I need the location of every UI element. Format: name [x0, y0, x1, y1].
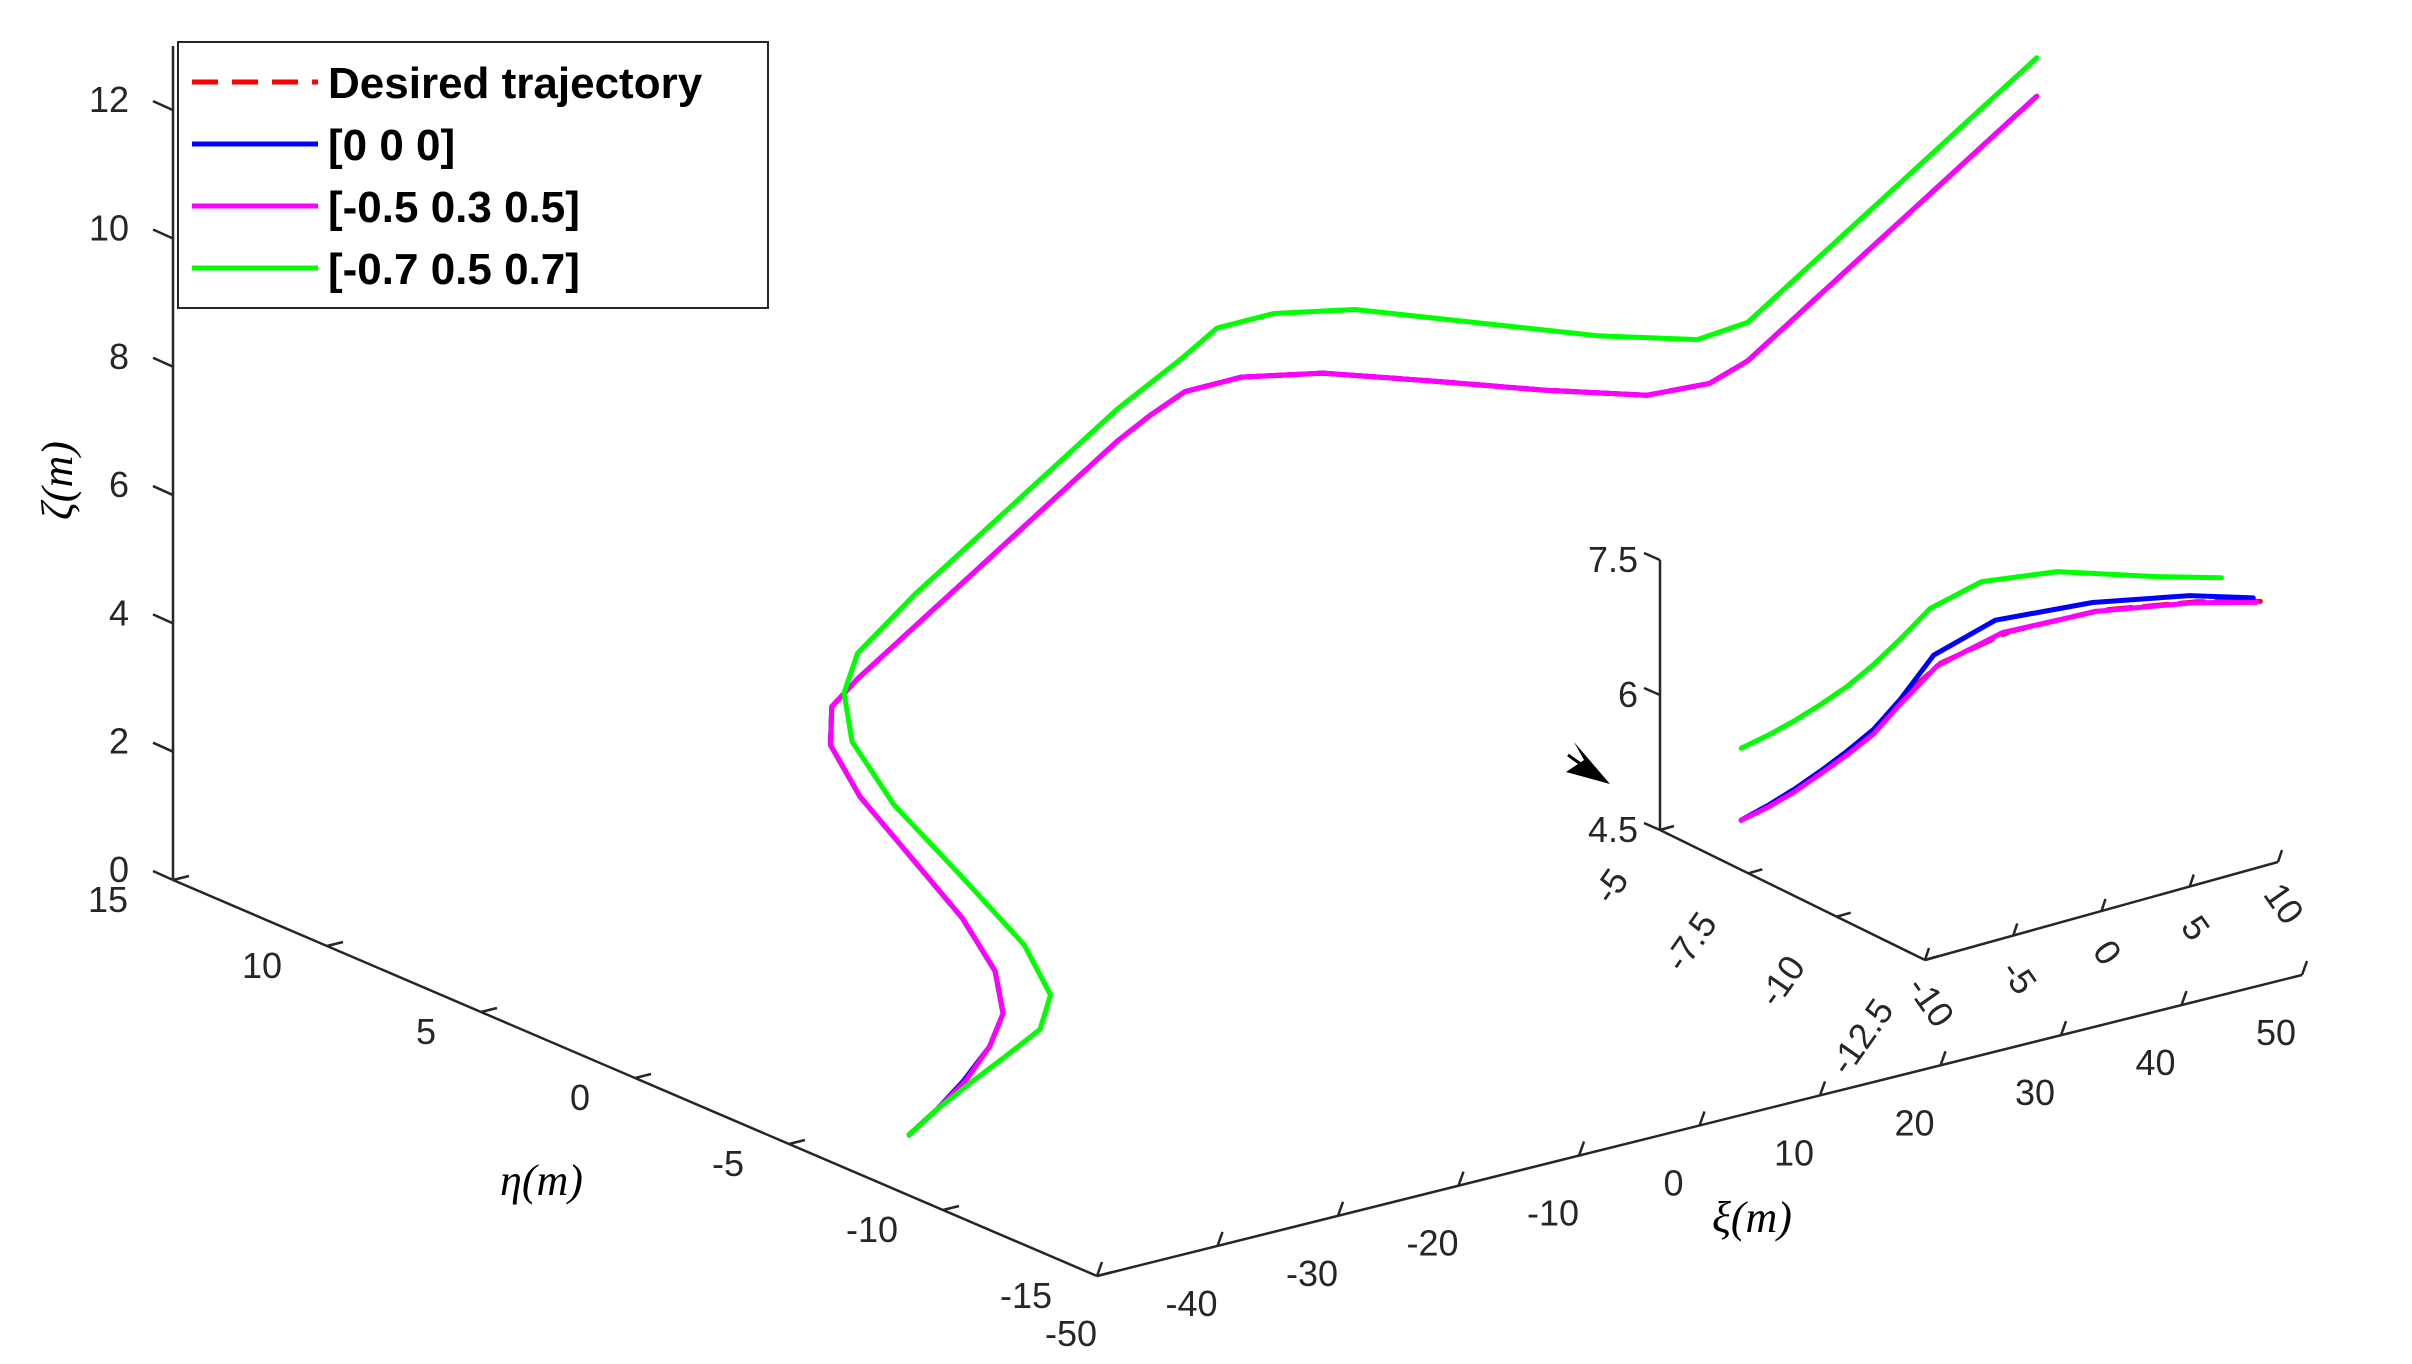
- legend-label: [0 0 0]: [328, 121, 455, 170]
- x-tick-label: -40: [1165, 1283, 1217, 1324]
- x-tick-label: 0: [1663, 1163, 1683, 1204]
- y-tick-label: 10: [242, 945, 282, 986]
- inset-y-tick-mark: [1659, 824, 1675, 832]
- inset-series: [1738, 569, 2263, 823]
- z-axis-symbol: ζ(m): [33, 441, 82, 520]
- x-axis-symbol: ξ(m): [1712, 1193, 1792, 1242]
- z-tick-label: 4: [109, 592, 129, 633]
- inset-y-tick-mark: [1836, 911, 1852, 918]
- y-tick-label: -15: [1000, 1275, 1052, 1316]
- x-tick-mark: [2180, 990, 2188, 1006]
- x-tick-mark: [1336, 1201, 1345, 1217]
- y-tick-label: 0: [570, 1077, 590, 1118]
- x-tick-mark: [1818, 1080, 1827, 1096]
- z-tick-label: 0: [109, 849, 129, 890]
- z-tick-label: 8: [109, 336, 129, 377]
- inset-z-tick-label: 4.5: [1588, 809, 1638, 850]
- inset-z-tick-label: 6: [1618, 674, 1638, 715]
- x-tick-mark: [1698, 1111, 1706, 1126]
- z-ticks: 0 2 4 6 8 10 12: [89, 79, 174, 890]
- main-series: [828, 55, 2040, 1138]
- x-tick-label: 30: [2015, 1072, 2055, 1113]
- z-tick-mark: [152, 869, 174, 882]
- inset-z-ticks: 4.5 6 7.5: [1588, 539, 1661, 850]
- zoom-arrow-icon: [1566, 742, 1610, 784]
- y-tick-mark: [634, 1072, 652, 1080]
- x-tick-mark: [2059, 1020, 2068, 1036]
- x-tick-mark: [1577, 1141, 1586, 1157]
- y-axis-symbol: η(m): [500, 1156, 583, 1205]
- x-tick-label: -30: [1286, 1253, 1338, 1294]
- x-tick-mark: [1457, 1171, 1465, 1187]
- inset-x-tick-mark: [2188, 874, 2195, 887]
- y-tick-mark: [1096, 1270, 1114, 1278]
- inset-z-tick-label: 7.5: [1588, 539, 1638, 580]
- z-tick-mark: [152, 613, 174, 625]
- x-ticks: -50 -40 -30 -20 -10 0 10 20 30 40 50: [1045, 960, 2309, 1354]
- y-tick-mark: [326, 940, 344, 948]
- inset-x-tick-mark: [2276, 849, 2284, 863]
- y-tick-mark: [480, 1006, 498, 1014]
- x-tick-label: 40: [2135, 1042, 2175, 1083]
- x-tick-label: 50: [2256, 1012, 2296, 1053]
- z-tick-mark: [152, 484, 174, 497]
- z-tick-label: 6: [109, 464, 129, 505]
- legend-label: Desired trajectory: [328, 59, 703, 108]
- x-tick-label: 20: [1894, 1102, 1934, 1143]
- x-tick-label: -10: [1527, 1193, 1579, 1234]
- inset-y-axis-line: [1659, 828, 1926, 962]
- x-tick-mark: [1095, 1261, 1104, 1277]
- inset-z-tick-mark: [1643, 686, 1661, 697]
- y-tick-label: -5: [712, 1143, 744, 1184]
- y-ticks: -15 -10 -5 0 5 10 15: [88, 874, 1114, 1316]
- inset-x-tick-mark: [1923, 947, 1931, 961]
- x-tick-mark: [1216, 1231, 1224, 1247]
- inset-series-line: [1738, 569, 2224, 751]
- inset-z-tick-mark: [1643, 821, 1661, 832]
- legend: Desired trajectory [0 0 0] [-0.5 0.3 0.5] […: [177, 41, 769, 309]
- y-tick-mark: [942, 1204, 960, 1212]
- y-tick-label: -10: [846, 1209, 898, 1250]
- x-axis-label: ξ(m): [1712, 1193, 1792, 1242]
- x-tick-label: -20: [1406, 1223, 1458, 1264]
- legend-label: [-0.5 0.3 0.5]: [328, 183, 580, 232]
- legend-label: [-0.7 0.5 0.7]: [328, 245, 580, 294]
- legend-entries: Desired trajectory [0 0 0] [-0.5 0.3 0.5] […: [192, 59, 703, 294]
- x-tick-mark: [2300, 960, 2309, 976]
- z-tick-mark: [152, 356, 174, 368]
- inset-x-tick-mark: [2012, 923, 2019, 936]
- x-tick-label: 10: [1774, 1132, 1814, 1173]
- z-tick-mark: [152, 100, 174, 112]
- z-tick-label: 2: [109, 721, 129, 762]
- series-line: [841, 55, 2040, 1138]
- y-tick-mark: [788, 1138, 806, 1146]
- inset-x-tick-mark: [2100, 898, 2107, 912]
- inset-y-tick-mark: [1924, 954, 1940, 962]
- z-tick-label: 10: [89, 207, 129, 248]
- series-line: [828, 93, 2040, 1138]
- z-tick-label: 12: [89, 79, 129, 120]
- z-axis-label: ζ(m): [33, 441, 82, 520]
- y-tick-mark: [172, 874, 190, 882]
- inset-y-tick-mark: [1747, 868, 1763, 875]
- y-tick-label: 5: [416, 1011, 436, 1052]
- y-tick-label: 15: [88, 879, 128, 920]
- z-tick-mark: [152, 741, 174, 753]
- legend-box: [177, 41, 769, 309]
- inset-series-line: [1738, 599, 2260, 823]
- y-axis-label: η(m): [500, 1156, 583, 1205]
- x-tick-label: -50: [1045, 1313, 1097, 1354]
- x-tick-mark: [1939, 1050, 1947, 1066]
- z-tick-mark: [152, 228, 174, 240]
- inset-z-tick-mark: [1643, 551, 1661, 562]
